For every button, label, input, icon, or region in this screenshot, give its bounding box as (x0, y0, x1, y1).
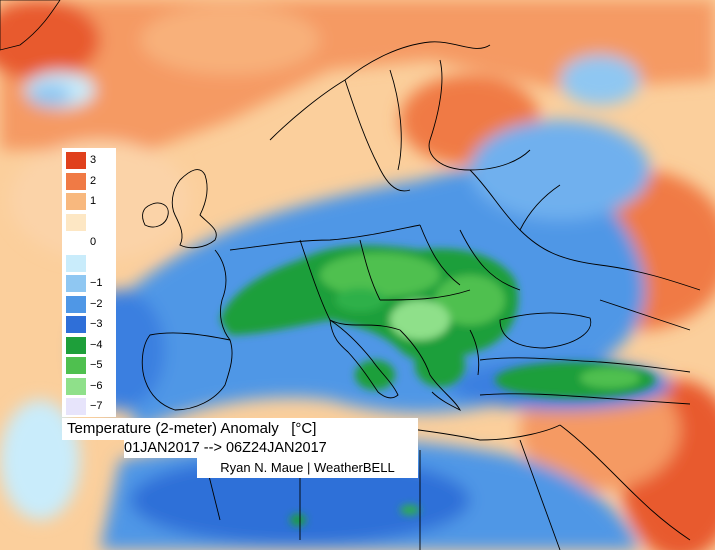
legend-label: 0 (90, 236, 97, 248)
legend-item: 0 (66, 234, 114, 251)
legend-swatch (66, 254, 86, 272)
legend-item (66, 254, 114, 272)
legend-item: −7 (66, 398, 114, 415)
legend-item: −2 (66, 295, 114, 313)
legend-item: −6 (66, 377, 114, 395)
legend-label: −1 (90, 277, 103, 289)
legend-swatch (66, 357, 86, 374)
legend-item: 1 (66, 193, 114, 210)
map-title: Temperature (2-meter) Anomaly [°C] (62, 418, 418, 440)
legend-swatch (66, 275, 86, 292)
legend-item: 2 (66, 172, 114, 190)
legend-label: −5 (90, 359, 103, 371)
legend-swatch (66, 152, 86, 169)
legend-item (66, 213, 114, 231)
legend-swatch (66, 193, 86, 210)
legend-label: 2 (90, 174, 97, 187)
anomaly-field-green (220, 245, 655, 526)
map-title-box: Temperature (2-meter) Anomaly [°C] 01JAN… (62, 418, 418, 480)
legend-swatch (66, 316, 86, 333)
legend-label: −7 (90, 400, 103, 412)
legend-item: −1 (66, 275, 114, 292)
legend-label: 1 (90, 195, 97, 207)
legend-item: 3 (66, 152, 114, 169)
legend-item: −4 (66, 336, 114, 354)
legend-item: −3 (66, 316, 114, 333)
legend-swatch (66, 377, 86, 395)
legend-label: 3 (90, 154, 97, 166)
legend-swatch (66, 398, 86, 415)
unit-label: [°C] (291, 420, 317, 437)
legend-swatch (66, 172, 86, 190)
map-credit: Ryan N. Maue | WeatherBELL (197, 458, 418, 478)
legend-item: −5 (66, 357, 114, 374)
variable-name: Temperature (2-meter) Anomaly (67, 420, 279, 437)
legend-swatch (66, 234, 86, 251)
color-legend: 3 2 1 0 −1 −2 −3 −4 −5 −6 −7 (62, 148, 116, 417)
legend-label: −3 (90, 318, 103, 330)
legend-swatch (66, 213, 86, 231)
legend-label: −2 (90, 297, 103, 310)
map-period: 01JAN2017 --> 06Z24JAN2017 (124, 438, 418, 458)
legend-label: −6 (90, 379, 103, 392)
legend-label: −4 (90, 338, 103, 351)
legend-swatch (66, 295, 86, 313)
legend-swatch (66, 336, 86, 354)
greenland-coast (0, 0, 61, 51)
